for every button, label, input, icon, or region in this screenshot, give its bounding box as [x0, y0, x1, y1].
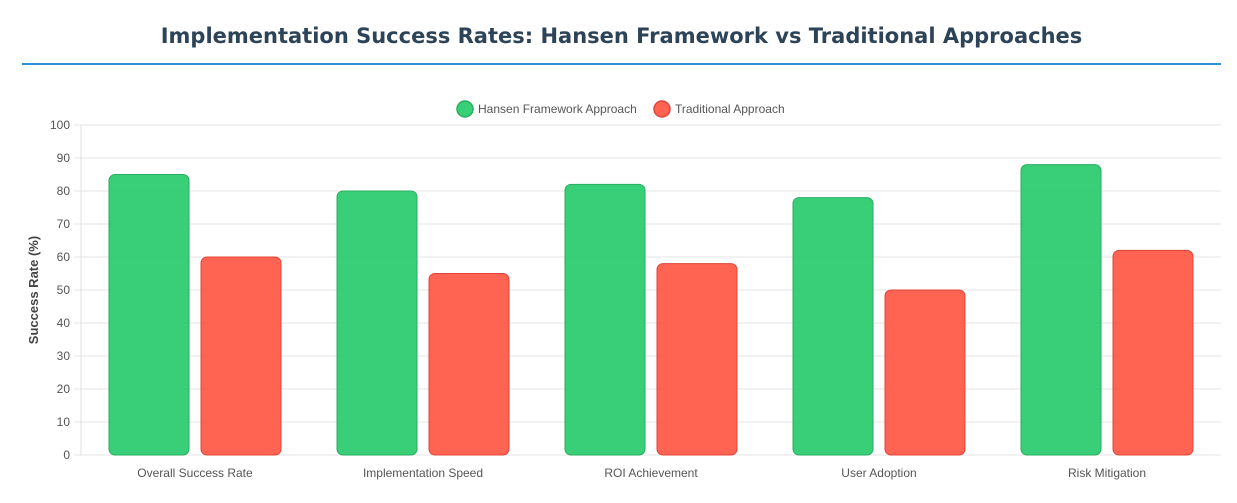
y-tick-label: 40 — [57, 316, 71, 330]
y-tick-label: 80 — [57, 184, 71, 198]
y-tick-label: 100 — [50, 118, 70, 132]
bar-traditional[interactable] — [200, 256, 282, 456]
y-tick-label: 20 — [57, 382, 71, 396]
y-tick-label: 10 — [57, 415, 71, 429]
bar-traditional[interactable] — [656, 263, 738, 456]
title-bar: Implementation Success Rates: Hansen Fra… — [22, 0, 1221, 65]
bar-hansen[interactable] — [336, 190, 418, 456]
legend-label-traditional[interactable]: Traditional Approach — [675, 102, 785, 116]
y-tick-label: 30 — [57, 349, 71, 363]
bar-traditional[interactable] — [1112, 249, 1194, 456]
bar-traditional[interactable] — [884, 289, 966, 456]
legend-swatch-hansen[interactable] — [456, 100, 474, 118]
y-tick-label: 0 — [63, 448, 70, 462]
bar-hansen[interactable] — [108, 174, 190, 456]
legend[interactable]: Hansen Framework Approach Traditional App… — [456, 100, 785, 118]
legend-label-hansen[interactable]: Hansen Framework Approach — [478, 102, 637, 116]
y-tick-label: 60 — [57, 250, 71, 264]
x-tick-label: Implementation Speed — [363, 466, 483, 480]
x-tick-label: User Adoption — [841, 466, 916, 480]
chart-title: Implementation Success Rates: Hansen Fra… — [160, 24, 1083, 48]
y-axis-label: Success Rate (%) — [26, 236, 41, 344]
bars — [108, 164, 1194, 456]
y-tick-label: 90 — [57, 151, 71, 165]
x-tick-label: ROI Achievement — [604, 466, 698, 480]
x-axis-ticks: Overall Success Rate Implementation Speed… — [137, 466, 1146, 480]
y-tick-label: 50 — [57, 283, 71, 297]
bar-hansen[interactable] — [792, 197, 874, 456]
bar-hansen[interactable] — [1020, 164, 1102, 456]
x-tick-label: Risk Mitigation — [1068, 466, 1146, 480]
bar-hansen[interactable] — [564, 183, 646, 456]
y-tick-label: 70 — [57, 217, 71, 231]
bar-traditional[interactable] — [428, 273, 510, 456]
x-tick-label: Overall Success Rate — [137, 466, 253, 480]
legend-swatch-traditional[interactable] — [653, 100, 671, 118]
y-axis-ticks: 0 10 20 30 40 50 60 70 80 90 100 — [50, 118, 70, 462]
